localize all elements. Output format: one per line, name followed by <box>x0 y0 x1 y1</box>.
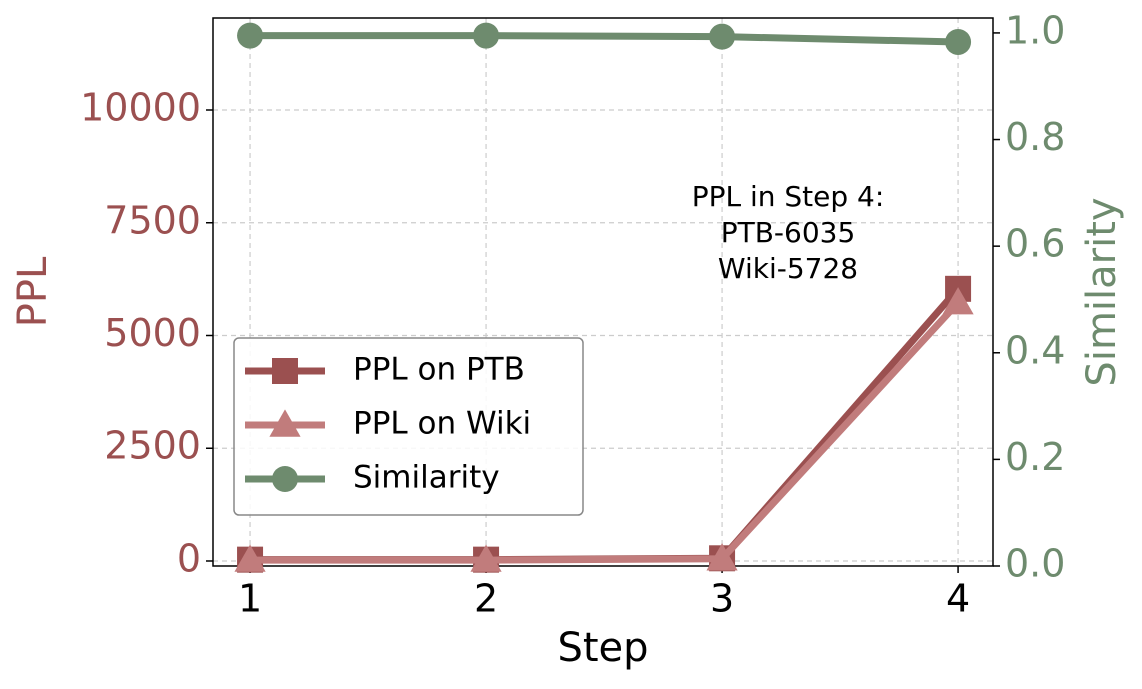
marker <box>945 28 972 55</box>
legend-label: PPL on PTB <box>353 352 525 388</box>
marker <box>234 544 266 572</box>
annotation: Wiki-5728 <box>718 252 858 285</box>
legend-marker <box>272 466 298 492</box>
y2-tick-label: 1.0 <box>1005 8 1065 52</box>
legend-label: PPL on Wiki <box>353 406 531 442</box>
y-tick-label: 10000 <box>80 86 201 130</box>
y-tick-label: 7500 <box>104 198 201 242</box>
x-tick-label: 1 <box>238 577 262 621</box>
plot-frame <box>212 17 994 567</box>
y2-tick-label: 0.0 <box>1005 542 1065 586</box>
series-line <box>250 32 959 46</box>
marker <box>473 22 500 49</box>
y2-axis-title: Similarity <box>1079 197 1125 386</box>
y-tick-label: 5000 <box>104 311 201 355</box>
marker <box>942 287 974 315</box>
marker <box>470 544 502 572</box>
x-tick-label: 2 <box>474 577 498 621</box>
x-tick-label: 3 <box>710 577 734 621</box>
legend-marker <box>272 358 298 384</box>
legend-marker <box>269 409 301 437</box>
marker <box>709 23 736 50</box>
marker <box>237 22 264 49</box>
legend-box <box>233 337 584 516</box>
series-line <box>250 300 961 564</box>
legend-label: Similarity <box>353 460 500 496</box>
y2-tick-label: 0.2 <box>1005 435 1065 479</box>
marker <box>706 543 738 571</box>
annotation: PTB-6035 <box>721 216 856 249</box>
annotation: PPL in Step 4: <box>692 180 885 213</box>
y-tick-label: 0 <box>177 536 201 580</box>
y-tick-label: 2500 <box>104 424 201 468</box>
y2-tick-label: 0.6 <box>1005 222 1065 266</box>
y2-tick-label: 0.8 <box>1005 115 1065 159</box>
x-tick-label: 4 <box>946 577 970 621</box>
y-axis-title: PPL <box>10 256 56 327</box>
y2-tick-label: 0.4 <box>1005 328 1065 372</box>
x-axis-title: Step <box>557 625 648 671</box>
